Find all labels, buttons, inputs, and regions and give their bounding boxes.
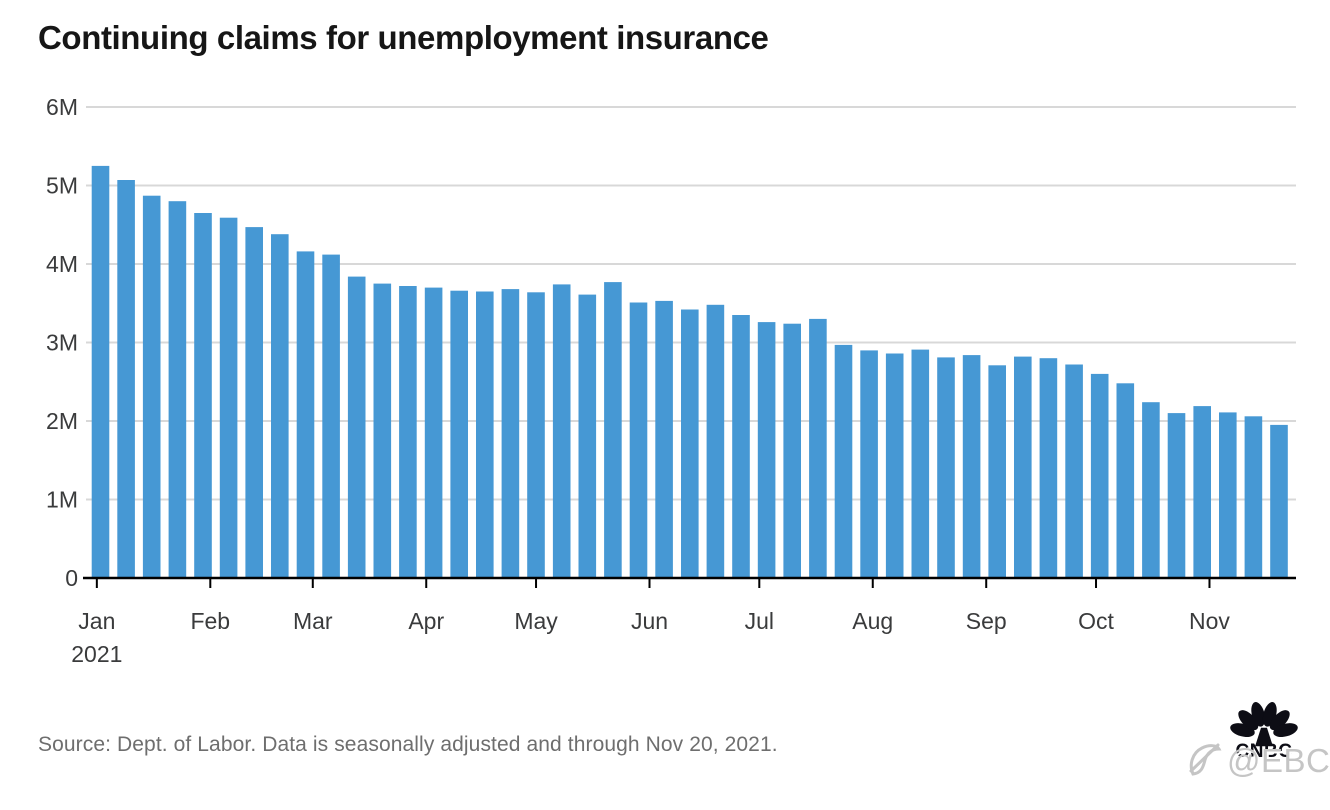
y-axis-label: 1M <box>46 487 78 513</box>
month-label: Oct <box>1078 608 1114 634</box>
y-axis-label: 5M <box>46 173 78 199</box>
month-label: Feb <box>190 608 230 634</box>
year-label: 2021 <box>71 641 122 667</box>
bar <box>347 276 366 578</box>
month-label: Jun <box>631 608 668 634</box>
month-label: Mar <box>293 608 333 634</box>
month-label: Aug <box>852 608 893 634</box>
bar <box>91 165 110 578</box>
bar <box>860 350 878 579</box>
bar <box>527 292 545 578</box>
y-axis-label: 3M <box>46 330 78 356</box>
bar <box>1193 406 1211 578</box>
month-label: May <box>514 608 558 634</box>
bar <box>604 282 622 578</box>
bar <box>296 251 315 578</box>
watermark-text: @EBC <box>1227 742 1330 779</box>
bar <box>399 286 417 578</box>
bar <box>911 349 930 578</box>
bar <box>1090 373 1109 578</box>
y-axis-label: 0 <box>65 565 78 591</box>
bar <box>271 234 289 578</box>
bar <box>988 365 1006 578</box>
month-label: Jul <box>745 608 774 634</box>
bar <box>322 254 340 578</box>
cnbc-logo: CNBC <box>1222 701 1306 761</box>
bar <box>219 217 238 578</box>
bar <box>168 201 187 578</box>
y-axis-label: 2M <box>46 408 78 434</box>
bar <box>578 294 597 578</box>
bar <box>194 213 212 578</box>
bar <box>373 283 392 578</box>
month-label: Sep <box>966 608 1007 634</box>
cnbc-wordmark: CNBC <box>1235 741 1293 762</box>
bar <box>476 291 494 578</box>
bar-chart: 6M 5M 4M 3M 2M 1M 0 Jan 2021 Feb Mar Apr May Jun Jul Au… <box>46 94 1296 667</box>
watermark: @EBC <box>1188 740 1330 782</box>
bird-watermark-icon <box>1189 743 1222 776</box>
chart-title: Continuing claims for unemployment insur… <box>38 19 769 56</box>
bar <box>1219 412 1237 578</box>
bar <box>706 304 725 578</box>
y-axis-label: 4M <box>46 251 78 277</box>
bar <box>809 318 827 578</box>
bar <box>834 344 853 578</box>
y-axis-label: 6M <box>46 94 78 120</box>
bar <box>1142 402 1160 578</box>
bar <box>1065 364 1083 578</box>
bar <box>245 227 263 578</box>
bar <box>757 322 776 578</box>
bar <box>937 357 955 578</box>
cnbc-peacock-icon <box>1230 702 1298 747</box>
bar <box>117 180 135 578</box>
month-label: Nov <box>1189 608 1230 634</box>
bar <box>1270 424 1288 578</box>
bar <box>1039 358 1058 578</box>
bar <box>655 300 673 578</box>
month-label: Apr <box>408 608 444 634</box>
bar <box>732 315 750 578</box>
bar <box>1167 413 1186 578</box>
bar <box>681 309 699 578</box>
bar <box>629 302 648 578</box>
bar <box>1244 416 1263 578</box>
bar <box>142 195 161 578</box>
bar <box>552 284 571 578</box>
bar <box>1014 356 1032 578</box>
bar <box>501 289 520 578</box>
month-label: Jan <box>78 608 115 634</box>
bar <box>1116 383 1135 578</box>
source-note: Source: Dept. of Labor. Data is seasonal… <box>38 733 778 756</box>
bar <box>450 290 468 578</box>
bar <box>424 287 443 578</box>
bar <box>962 355 981 578</box>
bar <box>783 323 801 578</box>
bar <box>885 353 904 578</box>
